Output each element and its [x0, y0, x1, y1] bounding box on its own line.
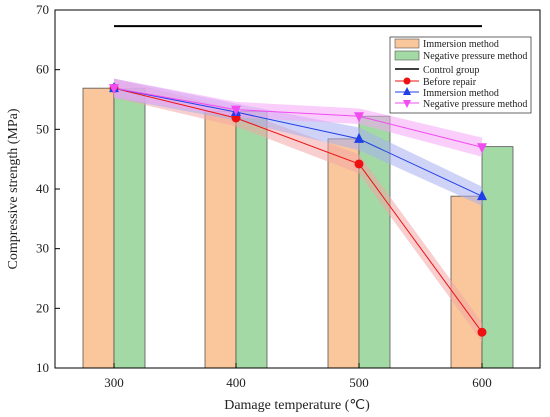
- legend-marker-before-repair: [403, 77, 411, 85]
- legend-label: Control group: [423, 65, 479, 76]
- axes-layer: 10 20 30 40 50 60 70 300 400 500 600: [36, 2, 541, 390]
- point-negative-pressure-400: [231, 105, 241, 116]
- legend-swatch-immersion: [394, 38, 420, 49]
- line-immersion: [113, 87, 483, 197]
- bar-immersion-600: [450, 195, 483, 369]
- point-before-repair-600: [477, 327, 487, 337]
- y-tick-label: 60: [36, 62, 49, 77]
- legend-marker-negative-pressure: [403, 100, 411, 108]
- legend-label: Negative pressure method: [423, 99, 527, 110]
- bar-negative-pressure-600: [481, 146, 514, 369]
- y-tick-label: 50: [36, 121, 49, 136]
- bar-negative-pressure-300: [113, 88, 146, 369]
- bands-layer: [114, 78, 482, 342]
- band-before-repair: [114, 78, 482, 342]
- bars-layer: [82, 87, 514, 369]
- x-tick-label: 400: [226, 375, 246, 390]
- x-tick-label: 300: [104, 375, 124, 390]
- band-negative-pressure: [114, 78, 482, 157]
- y-tick-label: 70: [36, 2, 49, 17]
- legend-label: Immersion method: [423, 39, 499, 50]
- y-axis-title: Compressive strength (MPa): [6, 108, 21, 269]
- point-negative-pressure-300: [109, 84, 119, 95]
- bar-immersion-400: [204, 111, 237, 369]
- point-immersion-600: [477, 190, 487, 201]
- point-negative-pressure-600: [477, 143, 487, 154]
- legend-marker-immersion: [403, 87, 411, 95]
- x-tick-label: 600: [472, 375, 492, 390]
- legend-box: [389, 36, 532, 114]
- point-negative-pressure-500: [354, 112, 364, 123]
- lines-layer: [109, 82, 487, 337]
- y-tick-label: 10: [36, 360, 49, 375]
- line-negative-pressure: [113, 87, 483, 148]
- point-immersion-500: [354, 132, 364, 143]
- y-tick-label: 20: [36, 300, 49, 315]
- point-before-repair-500: [354, 159, 364, 169]
- legend-label: Immersion method: [423, 88, 499, 99]
- bar-immersion-500: [327, 138, 360, 369]
- x-axis-title: Damage temperature (℃): [224, 398, 370, 413]
- line-before-repair: [113, 87, 483, 333]
- legend-swatch-negative-pressure: [394, 50, 420, 61]
- bar-immersion-300: [82, 87, 115, 369]
- legend-label: Before repair: [423, 77, 477, 88]
- bar-negative-pressure-400: [235, 111, 268, 369]
- legend-label: Negative pressure method: [423, 51, 527, 62]
- y-tick-label: 30: [36, 241, 49, 256]
- x-tick-label: 500: [349, 375, 369, 390]
- y-tick-label: 40: [36, 181, 49, 196]
